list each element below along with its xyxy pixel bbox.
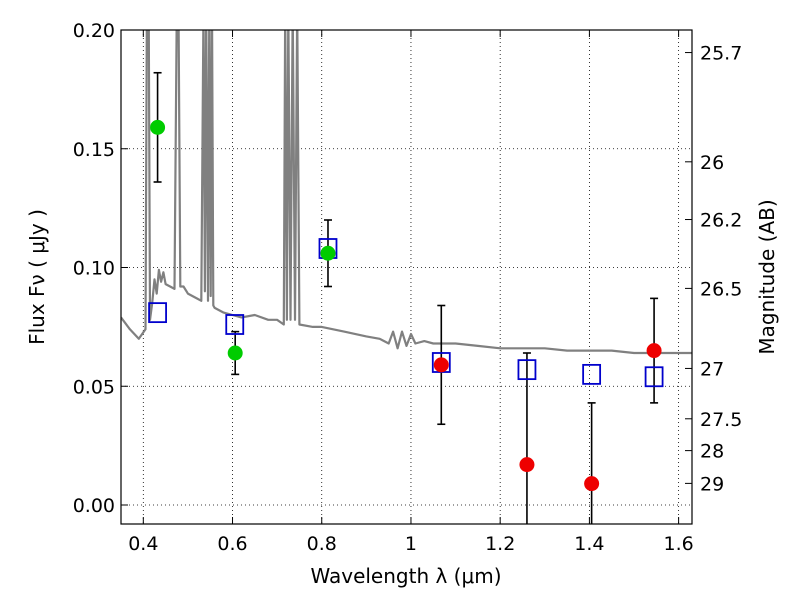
observed-flux-point <box>150 119 166 135</box>
x-tick-label: 0.6 <box>217 533 247 555</box>
plot-background <box>121 30 692 524</box>
observed-flux-point <box>584 476 600 492</box>
y-tick-label: 0.05 <box>73 376 115 398</box>
y-axis-ticks: 0.00 0.05 0.10 0.15 0.20 <box>73 20 128 517</box>
y-tick-label: 0.15 <box>73 139 115 161</box>
model-photometry-square <box>582 363 602 385</box>
y2-tick-label: 26 <box>700 152 724 174</box>
plot-frame <box>120 29 693 525</box>
observed-flux-point <box>320 245 336 261</box>
x-tick-label: 1 <box>405 533 417 555</box>
model-photometry-square <box>644 366 664 388</box>
model-spectrum <box>121 30 692 355</box>
observed-flux-point <box>646 343 662 359</box>
observed-flux-point <box>433 357 449 373</box>
model-photometry-square <box>225 314 245 335</box>
x-tick-label: 0.8 <box>307 533 337 555</box>
y2-tick-label: 25.7 <box>700 43 742 65</box>
y-tick-label: 0.10 <box>73 258 115 280</box>
observed-flux-point <box>227 345 243 361</box>
y-axis-title: Flux Fν ( μJy ) <box>25 209 49 345</box>
model-photometry-square <box>148 302 167 324</box>
model-spectrum-line <box>121 30 692 355</box>
x-axis-ticks: 0.4 0.6 0.8 1 1.2 1.4 1.6 <box>128 30 694 555</box>
y2-tick-label: 26.5 <box>700 278 742 300</box>
y-tick-label: 0.00 <box>73 495 115 517</box>
x-axis-title: Wavelength λ (μm) <box>310 564 501 588</box>
y2-axis-ticks: 25.7 26 26.2 26.5 27 27.5 28 29 <box>685 43 742 495</box>
y2-tick-label: 26.2 <box>700 210 742 232</box>
x-tick-label: 1.2 <box>485 533 515 555</box>
y2-tick-label: 29 <box>700 473 724 495</box>
x-tick-label: 1.4 <box>574 533 604 555</box>
y2-tick-label: 27 <box>700 358 724 380</box>
y-tick-label: 0.20 <box>73 20 115 42</box>
model-photometry-square <box>517 359 537 381</box>
data-markers <box>148 119 664 492</box>
y2-axis-title: Magnitude (AB) <box>755 199 779 354</box>
observed-flux-point <box>519 457 535 473</box>
x-tick-label: 0.4 <box>128 533 158 555</box>
x-tick-label: 1.6 <box>664 533 694 555</box>
y2-tick-label: 28 <box>700 441 724 463</box>
y2-tick-label: 27.5 <box>700 409 742 431</box>
